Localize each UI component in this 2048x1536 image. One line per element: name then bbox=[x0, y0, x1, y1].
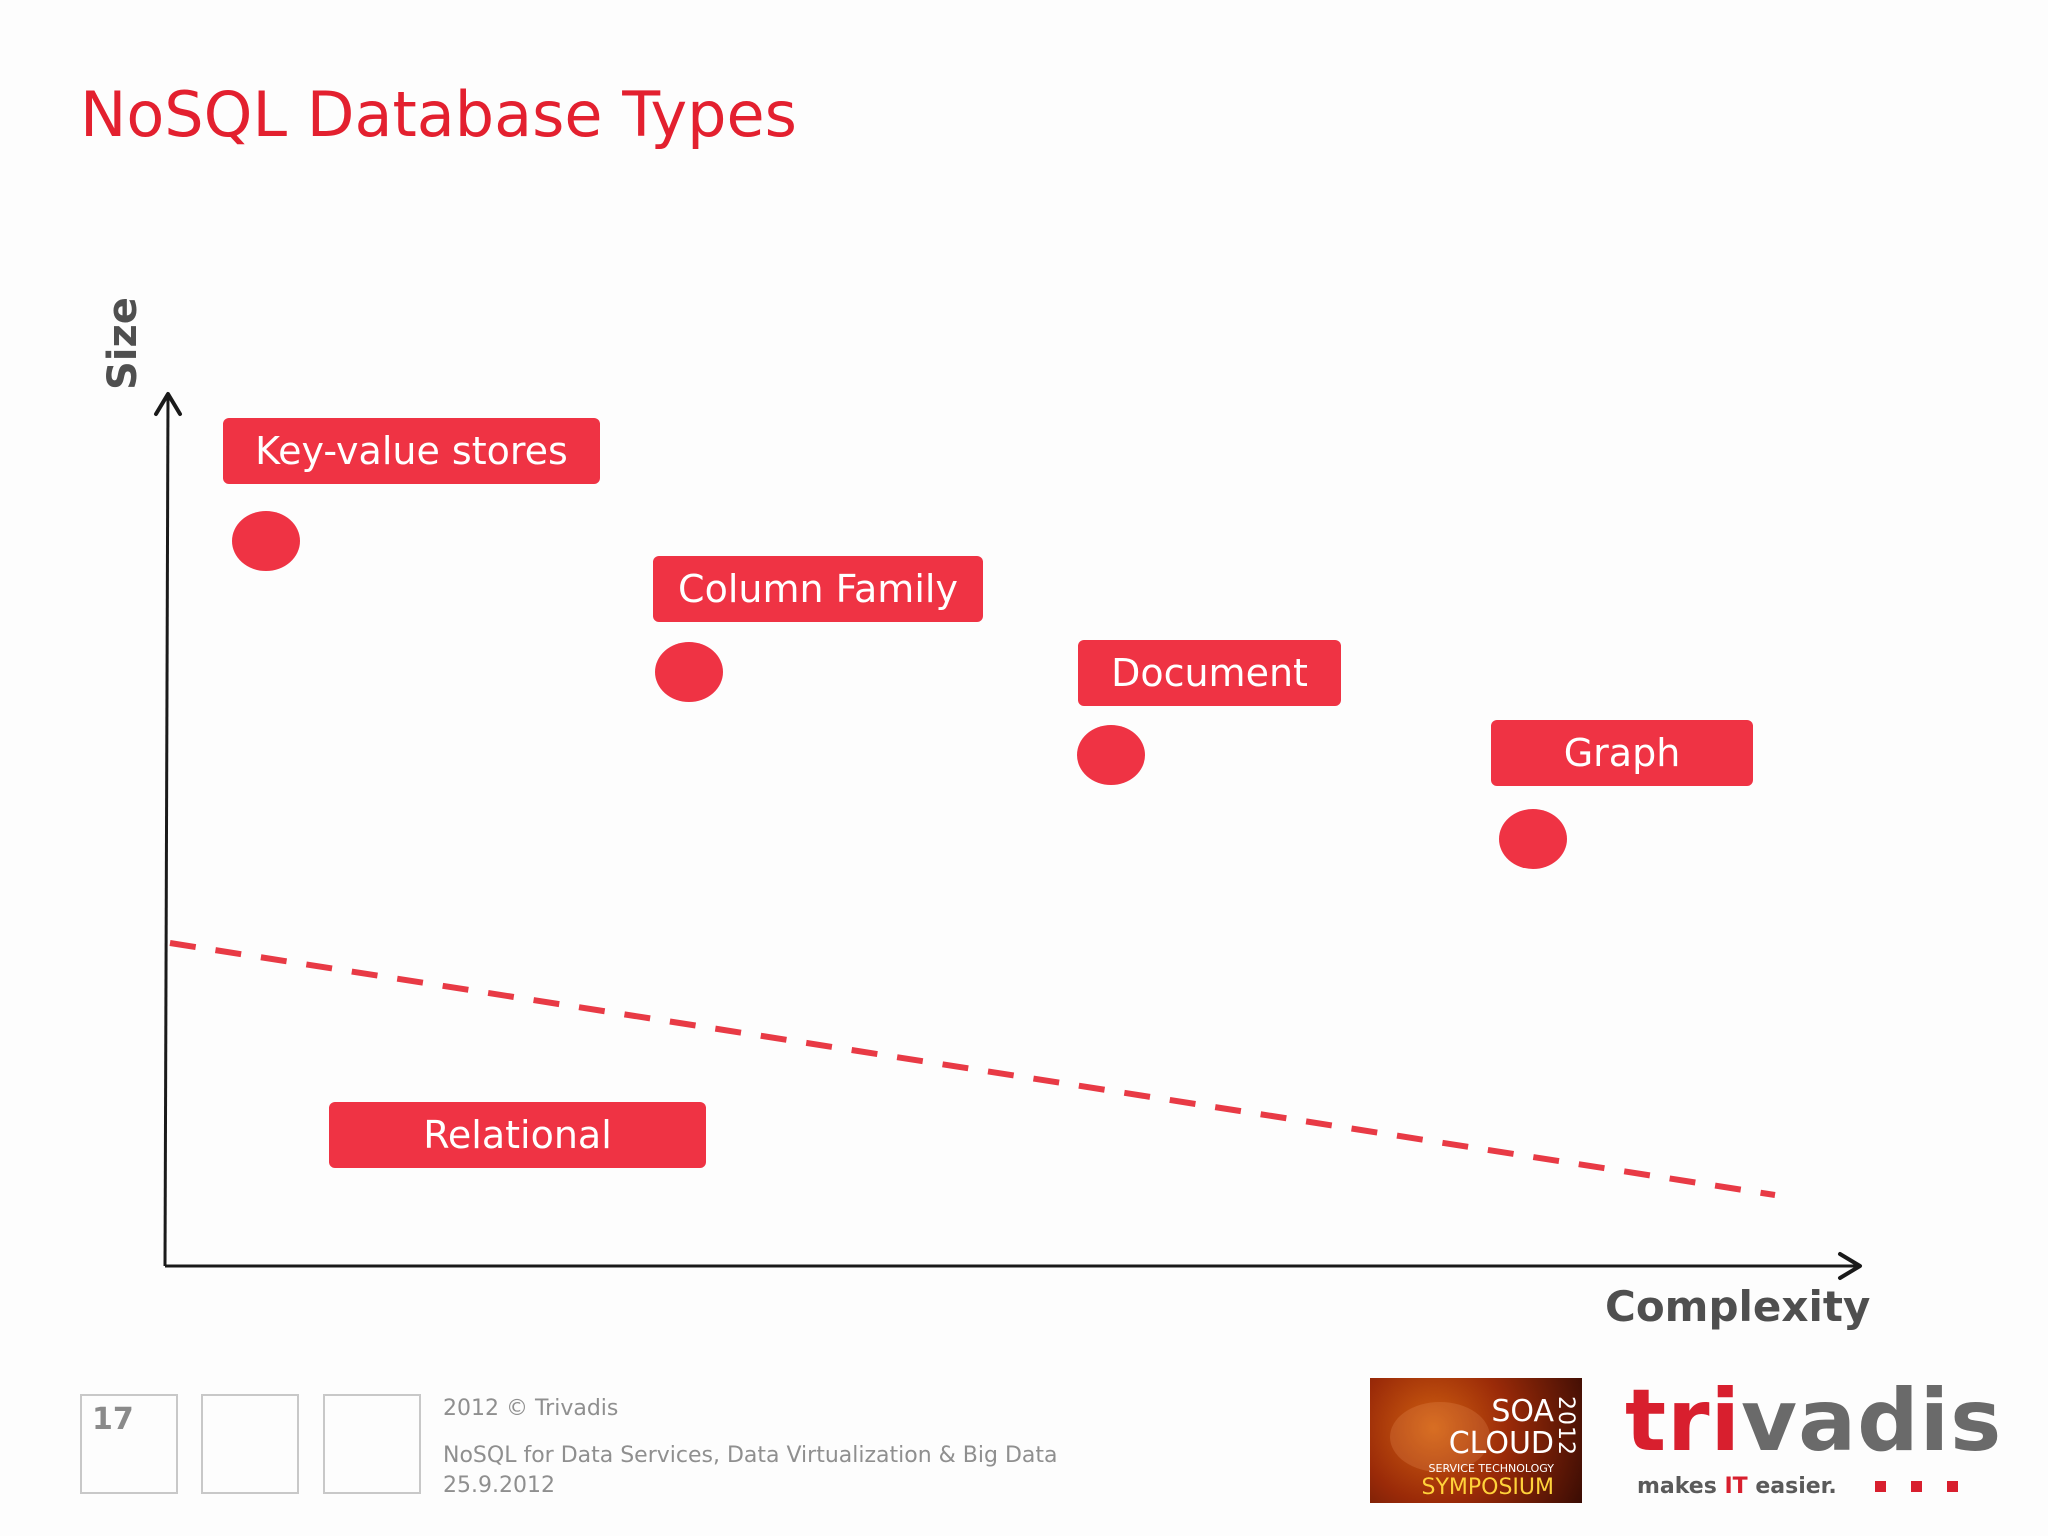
x-axis-label: Complexity bbox=[1605, 1282, 1871, 1331]
key-value-stores-dot bbox=[232, 511, 300, 571]
tagline-post: easier. bbox=[1747, 1474, 1837, 1499]
x-axis-arrow-icon bbox=[1838, 1252, 1862, 1280]
dashed-divider-line bbox=[169, 940, 1776, 1198]
tagline-it: IT bbox=[1724, 1474, 1748, 1499]
page-number-box bbox=[80, 1394, 178, 1494]
column-family-dot bbox=[655, 642, 723, 702]
trivadis-logo-red-part: tri bbox=[1625, 1371, 1742, 1471]
trivadis-dot-icon-1 bbox=[1875, 1481, 1886, 1492]
footer-copyright: 2012 © Trivadis bbox=[443, 1396, 619, 1421]
cloud-icon bbox=[1390, 1402, 1490, 1472]
trivadis-logo-grey-part: vadis bbox=[1741, 1371, 2003, 1471]
column-family-label: Column Family bbox=[653, 556, 983, 622]
trivadis-dot-icon-3 bbox=[1947, 1481, 1958, 1492]
y-axis-label: Size bbox=[100, 297, 146, 390]
key-value-stores-label: Key-value stores bbox=[223, 418, 600, 484]
relational-label: Relational bbox=[329, 1102, 706, 1168]
soa-logo-year: 2012 bbox=[1553, 1396, 1578, 1456]
graph-dot bbox=[1499, 809, 1567, 869]
soa-cloud-symposium-logo: SOA CLOUD SERVICE TECHNOLOGY SYMPOSIUM 2… bbox=[1370, 1378, 1582, 1503]
document-dot bbox=[1077, 725, 1145, 785]
slide-title: NoSQL Database Types bbox=[80, 78, 797, 151]
soa-logo-line-service: SERVICE TECHNOLOGY bbox=[1428, 1462, 1554, 1475]
footer-empty-box-2 bbox=[323, 1394, 421, 1494]
document-label: Document bbox=[1078, 640, 1341, 706]
y-axis-arrow-icon bbox=[154, 392, 182, 416]
trivadis-logo: trivadis bbox=[1625, 1378, 2002, 1464]
tagline-pre: makes bbox=[1637, 1474, 1725, 1499]
graph-label: Graph bbox=[1491, 720, 1753, 786]
y-axis bbox=[163, 395, 170, 1267]
footer-empty-box-1 bbox=[201, 1394, 299, 1494]
trivadis-tagline: makes IT easier. bbox=[1637, 1474, 1837, 1499]
soa-logo-line-cloud: CLOUD bbox=[1448, 1426, 1554, 1461]
soa-logo-line-symposium: SYMPOSIUM bbox=[1421, 1475, 1554, 1500]
footer-date: 25.9.2012 bbox=[443, 1473, 555, 1498]
page-number: 17 bbox=[92, 1402, 134, 1437]
soa-logo-line-soa: SOA bbox=[1491, 1394, 1554, 1429]
footer-subtitle: NoSQL for Data Services, Data Virtualiza… bbox=[443, 1443, 1058, 1468]
trivadis-dot-icon-2 bbox=[1911, 1481, 1922, 1492]
